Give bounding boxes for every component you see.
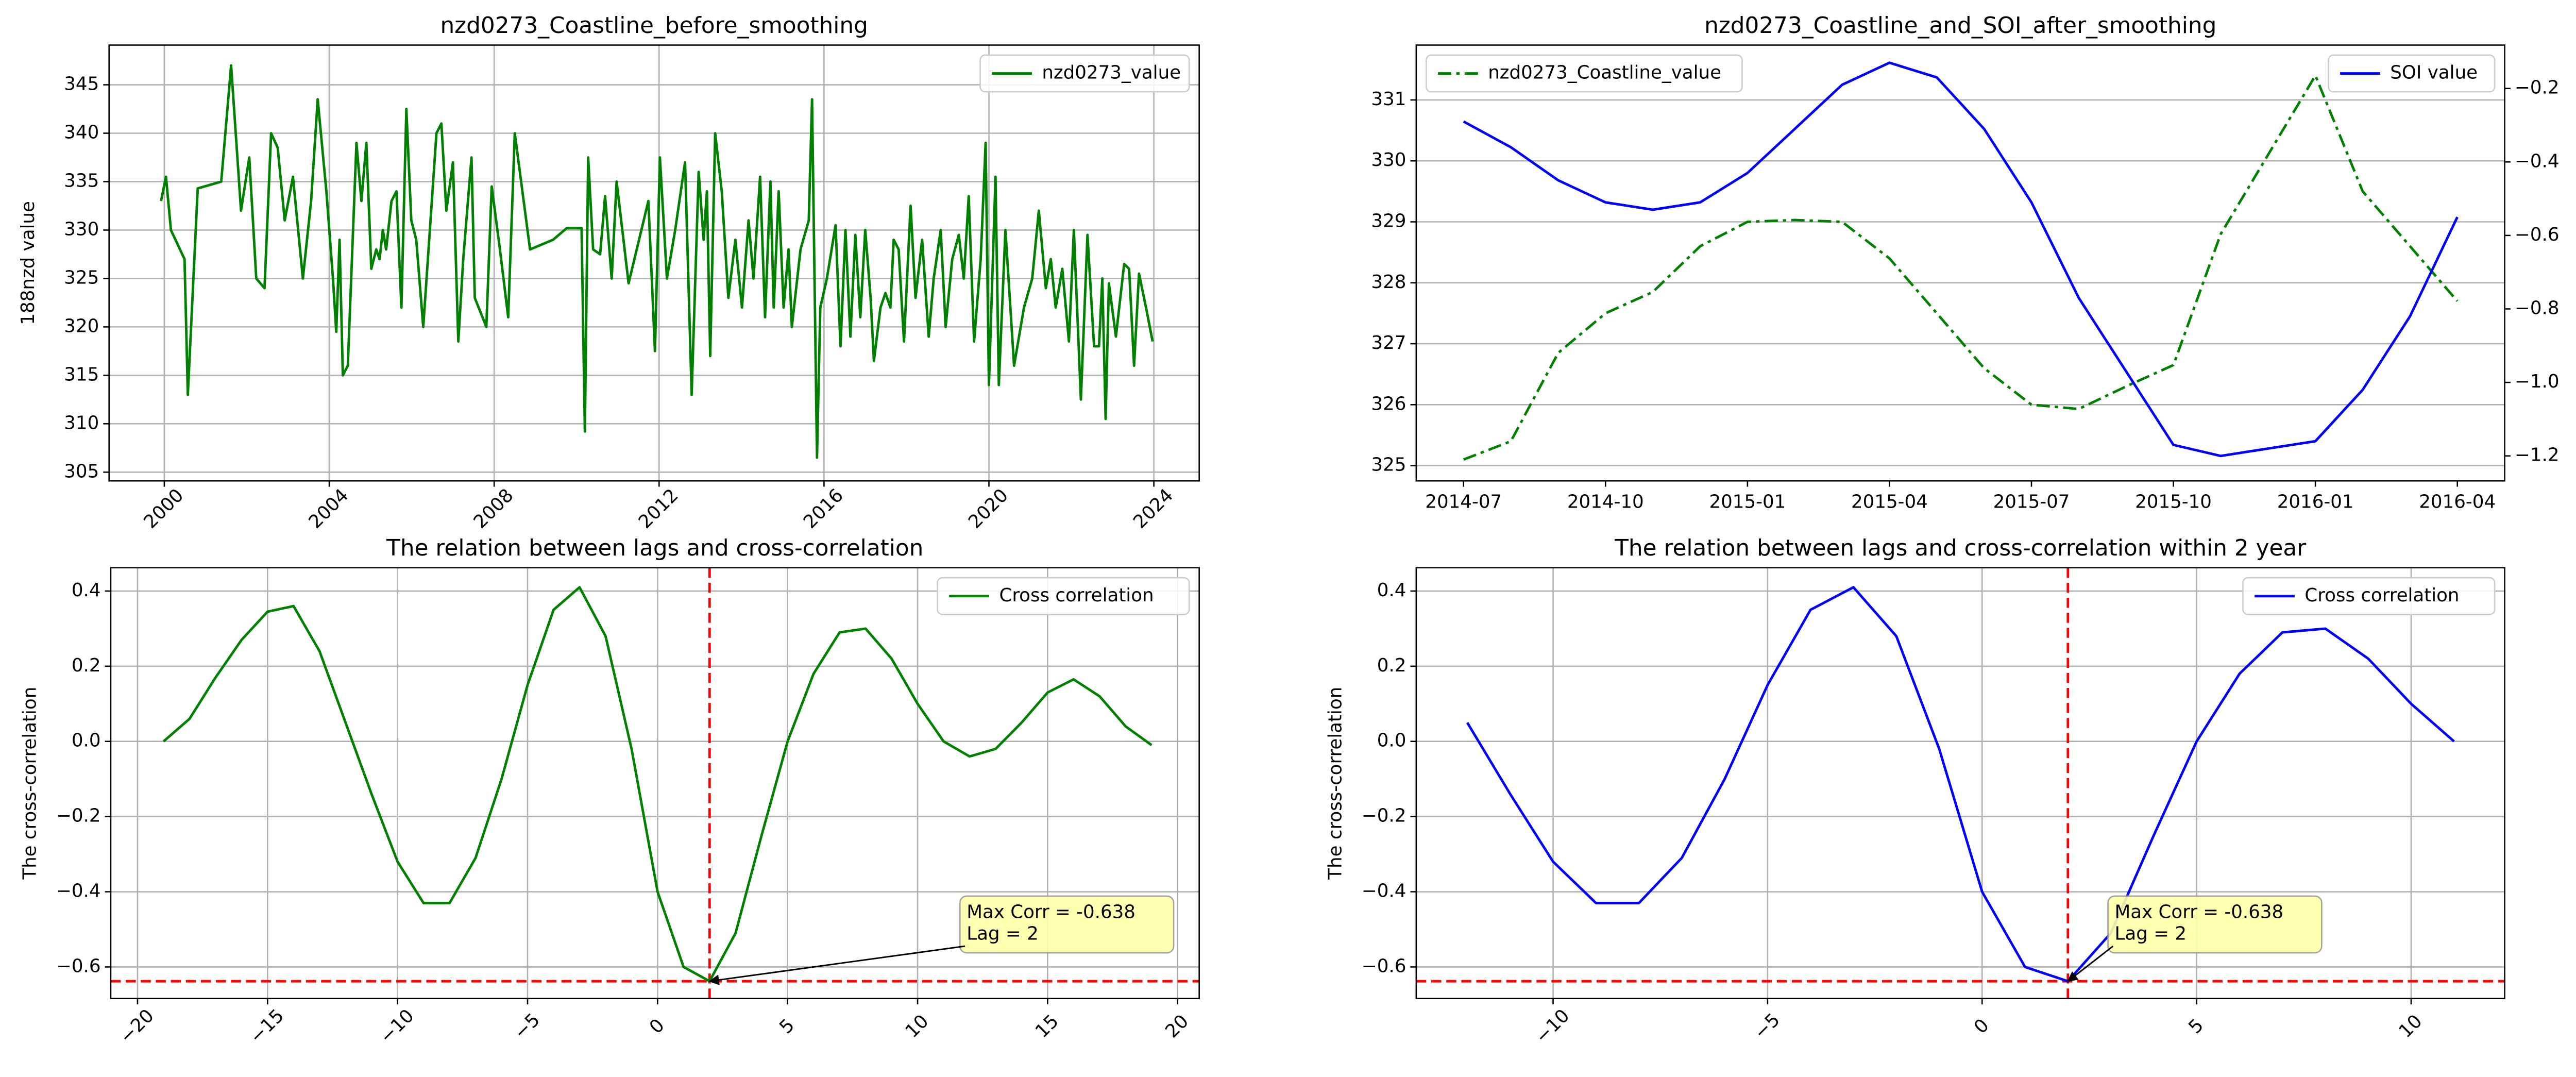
y-tick-label: 0.2	[1377, 655, 1406, 676]
legend-label: nzd0273_Coastline_value	[1488, 62, 1721, 83]
annotation-text: Max Corr = -0.638	[2115, 901, 2284, 922]
series-line	[1463, 74, 2459, 461]
x-tick-label: 2014-10	[1567, 491, 1644, 512]
chart-title: nzd0273_Coastline_before_smoothing	[440, 12, 868, 39]
chart-title: nzd0273_Coastline_and_SOI_after_smoothin…	[1704, 12, 2216, 39]
x-tick-label: 2014-07	[1425, 491, 1502, 512]
y2-tick-label: −1.2	[2515, 445, 2560, 466]
y-axis-label: The cross-correlation	[19, 687, 40, 880]
x-tick-label: 2016-04	[2419, 491, 2496, 512]
legend-box	[1426, 54, 1743, 93]
x-tick-label: 2015-04	[1851, 491, 1928, 512]
y-tick-label: 320	[64, 315, 99, 336]
y-tick-label: 325	[64, 267, 99, 288]
legend-box	[979, 54, 1190, 93]
legend-label: SOI value	[2390, 62, 2478, 83]
y-tick-label: 0.4	[72, 580, 101, 601]
annotation-text: Lag = 2	[2115, 923, 2187, 944]
y-tick-label: 325	[1371, 455, 1406, 476]
y2-tick-label: −1.0	[2515, 371, 2560, 392]
annotation-arrow	[708, 945, 965, 985]
y2-tick-label: −0.2	[2515, 77, 2560, 98]
y-tick-label: 335	[64, 170, 99, 191]
axes-frame	[1415, 44, 2505, 482]
x-tick-label: 2016-01	[2277, 491, 2354, 512]
annotation-arrow	[2067, 945, 2114, 982]
y2-tick-label: −0.4	[2515, 150, 2560, 172]
y-tick-label: 330	[64, 218, 99, 240]
y-tick-label: 305	[64, 461, 99, 482]
y-tick-label: −0.6	[56, 955, 101, 977]
y-tick-label: 329	[1371, 211, 1406, 232]
y-axis-label: 188nzd value	[18, 201, 39, 325]
y-tick-label: −0.4	[1362, 881, 1406, 902]
series-line	[160, 64, 1154, 459]
legend-box	[937, 577, 1190, 615]
chart-title: The relation between lags and cross-corr…	[1614, 535, 2306, 561]
y2-tick-label: −0.8	[2515, 297, 2560, 318]
annotation-text: Lag = 2	[967, 923, 1038, 944]
annotation-text: Max Corr = -0.638	[967, 901, 1136, 922]
y-tick-label: −0.4	[56, 881, 101, 902]
legend-box	[2328, 54, 2496, 93]
y2-tick-label: −0.6	[2515, 224, 2560, 245]
y-tick-label: 345	[64, 74, 99, 95]
axes-frame	[110, 567, 1200, 1000]
series-line	[1466, 586, 2455, 983]
y-tick-label: 0.4	[1377, 580, 1406, 601]
y-tick-label: 0.0	[72, 730, 101, 751]
y-tick-label: 327	[1371, 332, 1406, 354]
legend-box	[2242, 577, 2496, 615]
y-tick-label: 0.2	[72, 655, 101, 676]
y-tick-label: −0.6	[1362, 955, 1406, 977]
y-axis-label: The cross-correlation	[1325, 687, 1346, 880]
series-line	[1463, 61, 2459, 458]
axes-frame	[108, 44, 1200, 482]
y-tick-label: −0.2	[1362, 805, 1406, 827]
annotation-box	[959, 895, 1175, 954]
annotation-box	[2107, 895, 2323, 954]
legend-label: Cross correlation	[2304, 585, 2459, 606]
legend-label: Cross correlation	[999, 585, 1154, 606]
legend-label: nzd0273_value	[1042, 62, 1181, 83]
axes-frame	[1415, 567, 2505, 1000]
y-tick-label: 340	[64, 122, 99, 143]
x-tick-label: 2015-10	[2135, 491, 2212, 512]
y-tick-label: 331	[1371, 89, 1406, 110]
y-tick-label: −0.2	[56, 805, 101, 827]
series-line	[162, 586, 1153, 983]
subplot: 325 326 327 328 329 330 331 −1.2 −1.0 −0.8 −0.6 −0.…	[1371, 12, 2560, 512]
y-tick-label: 310	[64, 412, 99, 433]
y-tick-label: 0.0	[1377, 730, 1406, 751]
x-tick-label: 2015-01	[1709, 491, 1786, 512]
y-tick-label: 328	[1371, 272, 1406, 293]
x-tick-label: 2015-07	[1993, 491, 2070, 512]
y-tick-label: 326	[1371, 393, 1406, 414]
y-tick-label: 315	[64, 364, 99, 385]
y-tick-label: 330	[1371, 149, 1406, 171]
chart-title: The relation between lags and cross-corr…	[386, 535, 923, 561]
